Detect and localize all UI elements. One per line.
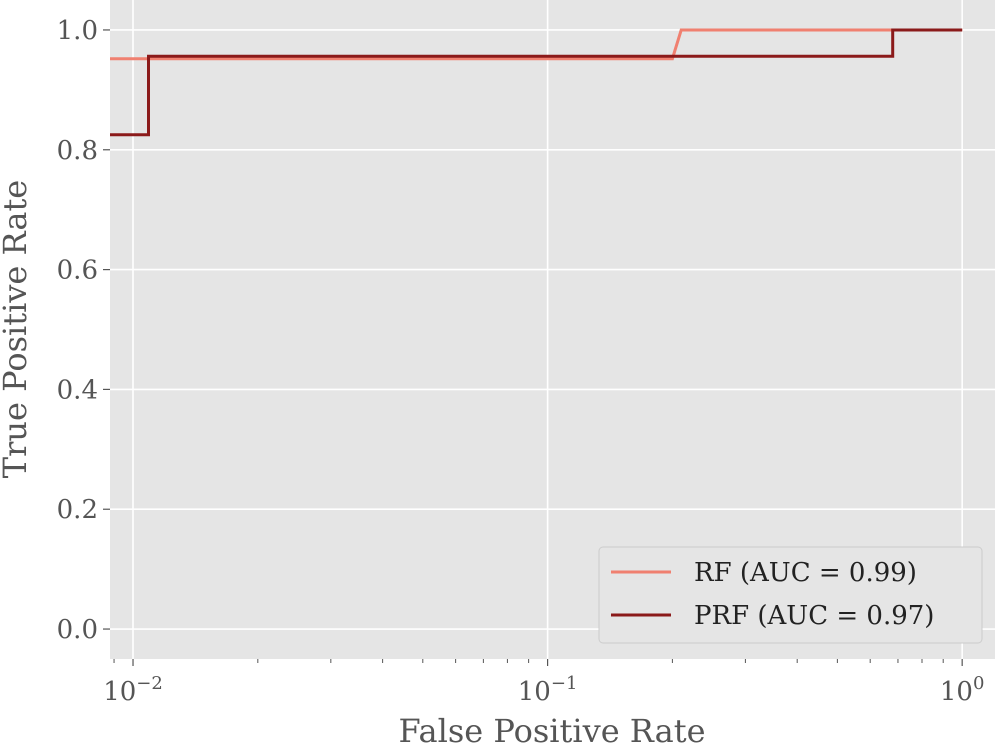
x-tick-label: 10−2: [103, 673, 163, 707]
series-line-rf: [110, 28, 963, 61]
y-tick-label: 1.0: [57, 16, 98, 46]
legend: RF (AUC = 0.99) PRF (AUC = 0.97): [598, 546, 983, 644]
legend-label-rf: RF (AUC = 0.99): [694, 558, 917, 588]
x-axis-title: False Positive Rate: [398, 712, 705, 746]
legend-label-prf: PRF (AUC = 0.97): [694, 601, 934, 631]
y-tick-label: 0.4: [57, 375, 98, 405]
y-tick-label: 0.6: [57, 256, 98, 286]
x-tick-label: 10−1: [518, 673, 578, 707]
series-layer: [110, 28, 963, 137]
x-tick-label: 100: [940, 673, 985, 707]
minor-ticks: [113, 659, 944, 663]
y-tick-label: 0.2: [57, 495, 98, 525]
y-tick-label: 0.8: [57, 136, 98, 166]
y-tick-labels: 0.0 0.2 0.4 0.6 0.8 1.0: [57, 16, 98, 645]
legend-box: [598, 546, 983, 644]
y-axis-title: True Positive Rate: [0, 180, 34, 479]
x-tick-labels: 10−2 10−1 100: [103, 673, 984, 707]
y-tick-label: 0.0: [57, 615, 98, 645]
series-line-prf: [110, 28, 963, 137]
